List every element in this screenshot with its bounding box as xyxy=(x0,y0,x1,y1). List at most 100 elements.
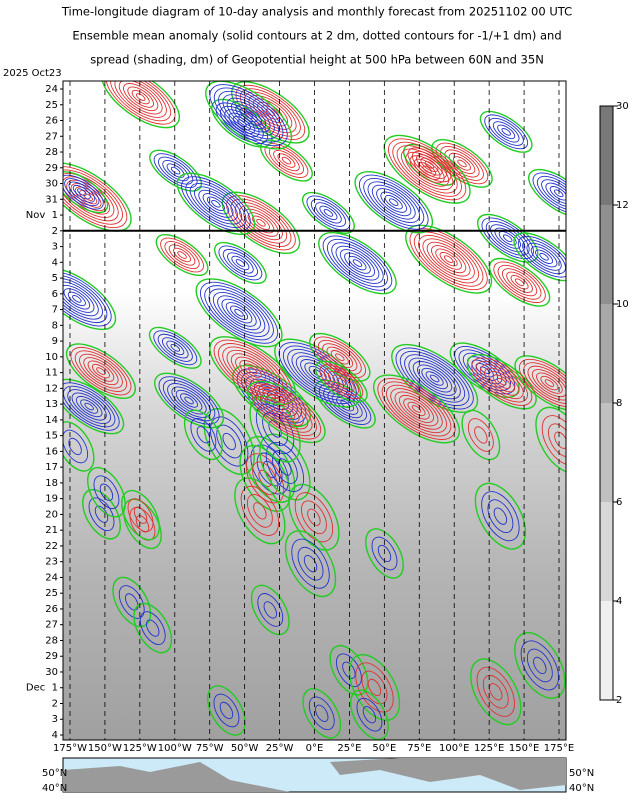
zero-contour xyxy=(87,466,126,518)
contour xyxy=(91,363,110,379)
contour xyxy=(359,174,429,230)
contour xyxy=(377,544,392,563)
contour xyxy=(72,295,82,303)
contour xyxy=(281,156,292,165)
contour xyxy=(75,395,103,418)
y-tick-label: 26 xyxy=(45,116,58,127)
contour xyxy=(371,184,416,220)
y-tick-label: 8 xyxy=(52,320,58,331)
y-tick-label: 27 xyxy=(45,131,58,142)
zero-contour xyxy=(372,374,461,444)
contour xyxy=(539,252,549,261)
contour xyxy=(306,195,351,231)
colorbar-label: 4 xyxy=(616,596,622,607)
contour xyxy=(170,166,181,175)
x-tick-label: 150°W xyxy=(88,743,122,754)
y-tick-label: 14 xyxy=(45,415,58,426)
zero-contour xyxy=(309,332,371,382)
y-tick-label: 21 xyxy=(45,525,58,536)
contour xyxy=(63,278,104,320)
zero-contour xyxy=(470,658,522,726)
y-tick-label: 5 xyxy=(52,273,58,284)
y-tick-label: 13 xyxy=(45,399,58,410)
zero-contour xyxy=(354,171,434,234)
contour xyxy=(481,491,520,542)
contour xyxy=(164,241,200,270)
colorbar-label: 2 xyxy=(616,695,622,706)
contour xyxy=(139,611,166,645)
contour xyxy=(67,291,86,307)
contour xyxy=(252,461,279,496)
y-tick-label: 10 xyxy=(45,352,58,363)
title-line: Ensemble mean anomaly (solid contours at… xyxy=(72,29,561,43)
y-tick-label: 22 xyxy=(45,541,58,552)
contour xyxy=(497,124,516,140)
contour xyxy=(217,295,261,331)
contour xyxy=(162,379,216,422)
contour xyxy=(181,176,251,232)
map-label: 50°N xyxy=(569,768,594,779)
contour xyxy=(219,701,234,720)
contour xyxy=(161,337,189,359)
contour xyxy=(474,426,488,444)
contour xyxy=(255,387,317,437)
contour xyxy=(253,502,267,520)
contour xyxy=(475,360,528,403)
contour xyxy=(482,674,509,709)
contour xyxy=(405,151,450,187)
y-tick-label: 6 xyxy=(52,289,58,300)
contour xyxy=(381,381,452,437)
y-tick-label: 15 xyxy=(45,431,58,442)
contour xyxy=(522,239,566,275)
contour xyxy=(123,83,159,112)
colorbar-segment xyxy=(600,601,613,700)
contour xyxy=(518,358,566,408)
contour xyxy=(390,388,443,430)
y-tick-label: Dec 1 xyxy=(26,683,58,694)
title-line: spread (shading, dm) of Geopotential hei… xyxy=(90,53,544,67)
contour xyxy=(452,156,472,171)
contour xyxy=(79,189,98,205)
zero-contour xyxy=(302,688,342,739)
x-tick-label: 150°E xyxy=(509,743,539,754)
contour xyxy=(222,432,236,451)
x-tick-label: 25°E xyxy=(337,743,361,754)
contour xyxy=(330,350,349,365)
zero-contour xyxy=(149,149,203,192)
contour xyxy=(549,186,566,201)
contour xyxy=(435,248,462,270)
contour xyxy=(422,165,432,174)
contour xyxy=(263,601,277,619)
contour xyxy=(146,619,160,637)
contour xyxy=(222,346,284,395)
axes: 175°W 150°W 125°W 100°W 75°W 50°W 25°W 0°E 25°E 5… xyxy=(26,81,629,754)
zero-contour xyxy=(250,584,290,636)
y-tick-label: 29 xyxy=(45,651,58,662)
x-tick-label: 75°E xyxy=(407,743,431,754)
contour xyxy=(260,391,313,433)
contour xyxy=(344,252,371,274)
contour xyxy=(175,389,203,412)
contour xyxy=(231,101,267,130)
colorbar-label: 8 xyxy=(616,398,622,409)
contour xyxy=(471,357,533,406)
x-tick-label: 0°E xyxy=(306,743,324,754)
contour xyxy=(67,389,112,424)
colorbar-segment xyxy=(600,106,613,205)
contour xyxy=(526,648,553,683)
contour xyxy=(403,398,430,420)
contour xyxy=(94,505,109,523)
x-tick-label: 75°W xyxy=(196,743,224,754)
zero-contour xyxy=(63,171,109,214)
contour xyxy=(424,161,435,169)
contour xyxy=(431,245,467,274)
y-tick-label: 3 xyxy=(52,242,58,253)
colorbar-label: 12 xyxy=(616,200,629,211)
contour xyxy=(467,418,494,452)
contour xyxy=(317,339,362,375)
zero-contour xyxy=(383,134,471,204)
zero-contour xyxy=(207,685,246,736)
contour xyxy=(413,158,441,180)
contour xyxy=(352,259,363,267)
colorbar-label: 30 xyxy=(616,101,629,112)
